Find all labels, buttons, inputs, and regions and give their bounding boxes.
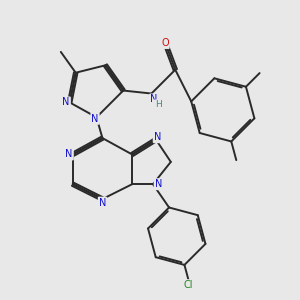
Text: N: N bbox=[62, 98, 70, 107]
Text: Cl: Cl bbox=[184, 280, 194, 290]
Text: N: N bbox=[150, 94, 158, 104]
Text: N: N bbox=[154, 179, 162, 189]
Text: O: O bbox=[161, 38, 169, 48]
Text: N: N bbox=[99, 198, 106, 208]
Text: N: N bbox=[65, 149, 73, 160]
Text: H: H bbox=[154, 100, 161, 109]
Text: N: N bbox=[91, 114, 99, 124]
Text: N: N bbox=[154, 132, 161, 142]
